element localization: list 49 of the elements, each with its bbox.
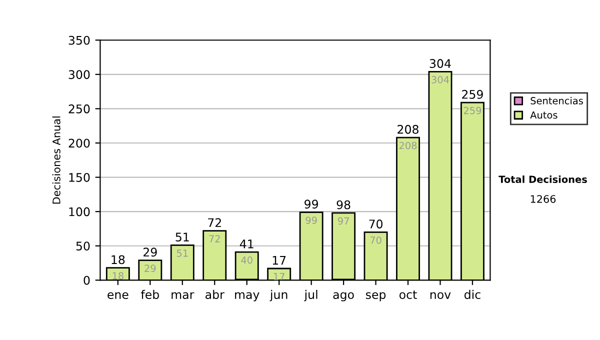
- y-tick-label: 150: [69, 173, 90, 182]
- data-label: 208: [399, 142, 417, 150]
- x-tick-label: may: [235, 292, 260, 302]
- x-tick-label: jul: [304, 290, 318, 302]
- text: Total Decisiones: [498, 175, 587, 184]
- total-label: 29: [144, 248, 157, 257]
- total-label: 259: [462, 90, 483, 99]
- data-label: 29: [144, 264, 156, 272]
- data-label: 70: [370, 236, 382, 244]
- data-label: 304: [432, 76, 449, 84]
- y-tick-label: 250: [68, 104, 90, 114]
- data-label: 99: [306, 216, 317, 224]
- y-tick-label: 200: [68, 138, 90, 148]
- x-tick-label: mar: [172, 292, 194, 300]
- x-tick-label: dic: [464, 290, 480, 300]
- x-tick-label: ago: [333, 292, 354, 302]
- x-tick-label: sep: [366, 292, 386, 302]
- total-label: 51: [176, 232, 189, 242]
- total-label: 70: [369, 220, 383, 228]
- x-tick-label: ene: [108, 292, 128, 300]
- total-label: 304: [430, 59, 451, 68]
- data-label: 17: [274, 272, 284, 280]
- text: 1266: [530, 195, 556, 203]
- y-axis-title: Decisiones Anual: [52, 116, 60, 204]
- y-tick-label: 100: [69, 207, 90, 216]
- x-tick-label: oct: [399, 290, 417, 300]
- total-label: 99: [304, 200, 318, 209]
- y-tick-label: 350: [68, 36, 90, 45]
- y-tick-label: 50: [76, 242, 90, 251]
- data-label: 72: [209, 235, 220, 242]
- y-tick-label: 300: [68, 70, 90, 80]
- data-label: 97: [338, 217, 349, 225]
- x-tick-label: abr: [206, 290, 224, 300]
- legend-label: Autos: [530, 111, 558, 119]
- total-label: 72: [208, 218, 221, 227]
- y-tick-label: 0: [84, 276, 90, 285]
- data-label: 40: [241, 256, 252, 264]
- total-label: 18: [112, 255, 125, 264]
- total-label: 98: [336, 200, 350, 210]
- legend-label: Sentencias: [530, 96, 583, 104]
- data-label: 51: [176, 250, 188, 257]
- total-label: 41: [240, 240, 254, 248]
- total-label: 17: [272, 256, 286, 265]
- x-tick-label: feb: [140, 290, 159, 300]
- x-tick-label: jun: [270, 290, 288, 302]
- x-tick-label: nov: [430, 292, 451, 300]
- data-label: 18: [112, 272, 124, 280]
- total-label: 208: [398, 124, 418, 134]
- data-label: 259: [464, 106, 482, 114]
